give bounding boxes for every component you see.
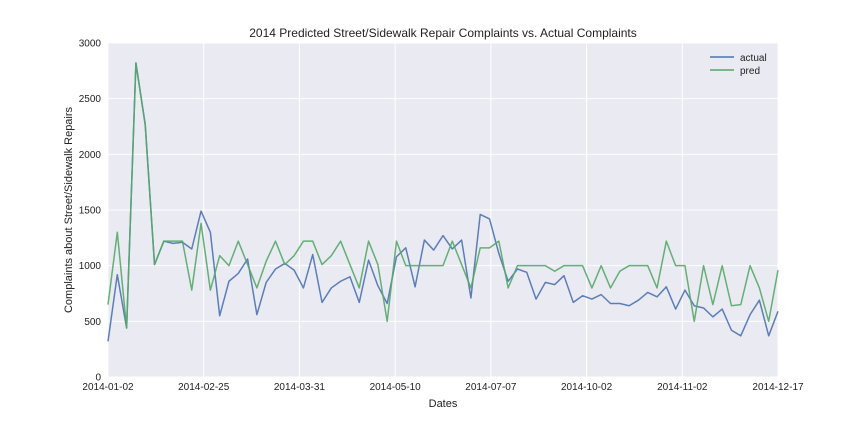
x-tick-label-7: 2014-12-17 <box>752 382 804 393</box>
chart-title: 2014 Predicted Street/Sidewalk Repair Co… <box>249 26 637 40</box>
y-tick-label-3: 1500 <box>79 206 102 217</box>
y-tick-label-4: 2000 <box>79 150 102 161</box>
series-lines <box>107 62 779 342</box>
series-line-pred <box>107 62 779 329</box>
x-tick-label-5: 2014-10-02 <box>561 382 613 393</box>
x-tick-label-6: 2014-11-02 <box>657 382 708 393</box>
x-tick-label-4: 2014-07-07 <box>465 382 517 393</box>
x-axis-ticks: 2014-01-02 2014-02-25 2014-03-31 2014-05-10… <box>82 382 804 393</box>
y-tick-label-5: 2500 <box>79 94 102 105</box>
x-tick-label-0: 2014-01-02 <box>82 382 134 393</box>
x-tick-label-2: 2014-03-31 <box>274 382 326 393</box>
y-tick-label-0: 0 <box>95 373 101 384</box>
y-tick-label-2: 1000 <box>79 261 102 272</box>
series-line-actual <box>107 62 779 342</box>
y-axis-label: Complaints about Street/Sidewalk Repairs <box>63 106 75 313</box>
x-tick-label-1: 2014-02-25 <box>178 382 230 393</box>
legend-label-actual: actual <box>740 53 767 64</box>
x-tick-label-3: 2014-05-10 <box>370 382 422 393</box>
legend-label-pred: pred <box>740 66 760 77</box>
x-axis-label: Dates <box>429 398 458 410</box>
y-tick-label-1: 500 <box>84 317 101 328</box>
y-axis-ticks: 0 500 1000 1500 2000 2500 3000 <box>79 39 102 384</box>
legend: actual pred <box>710 53 767 77</box>
y-tick-label-6: 3000 <box>79 39 102 50</box>
